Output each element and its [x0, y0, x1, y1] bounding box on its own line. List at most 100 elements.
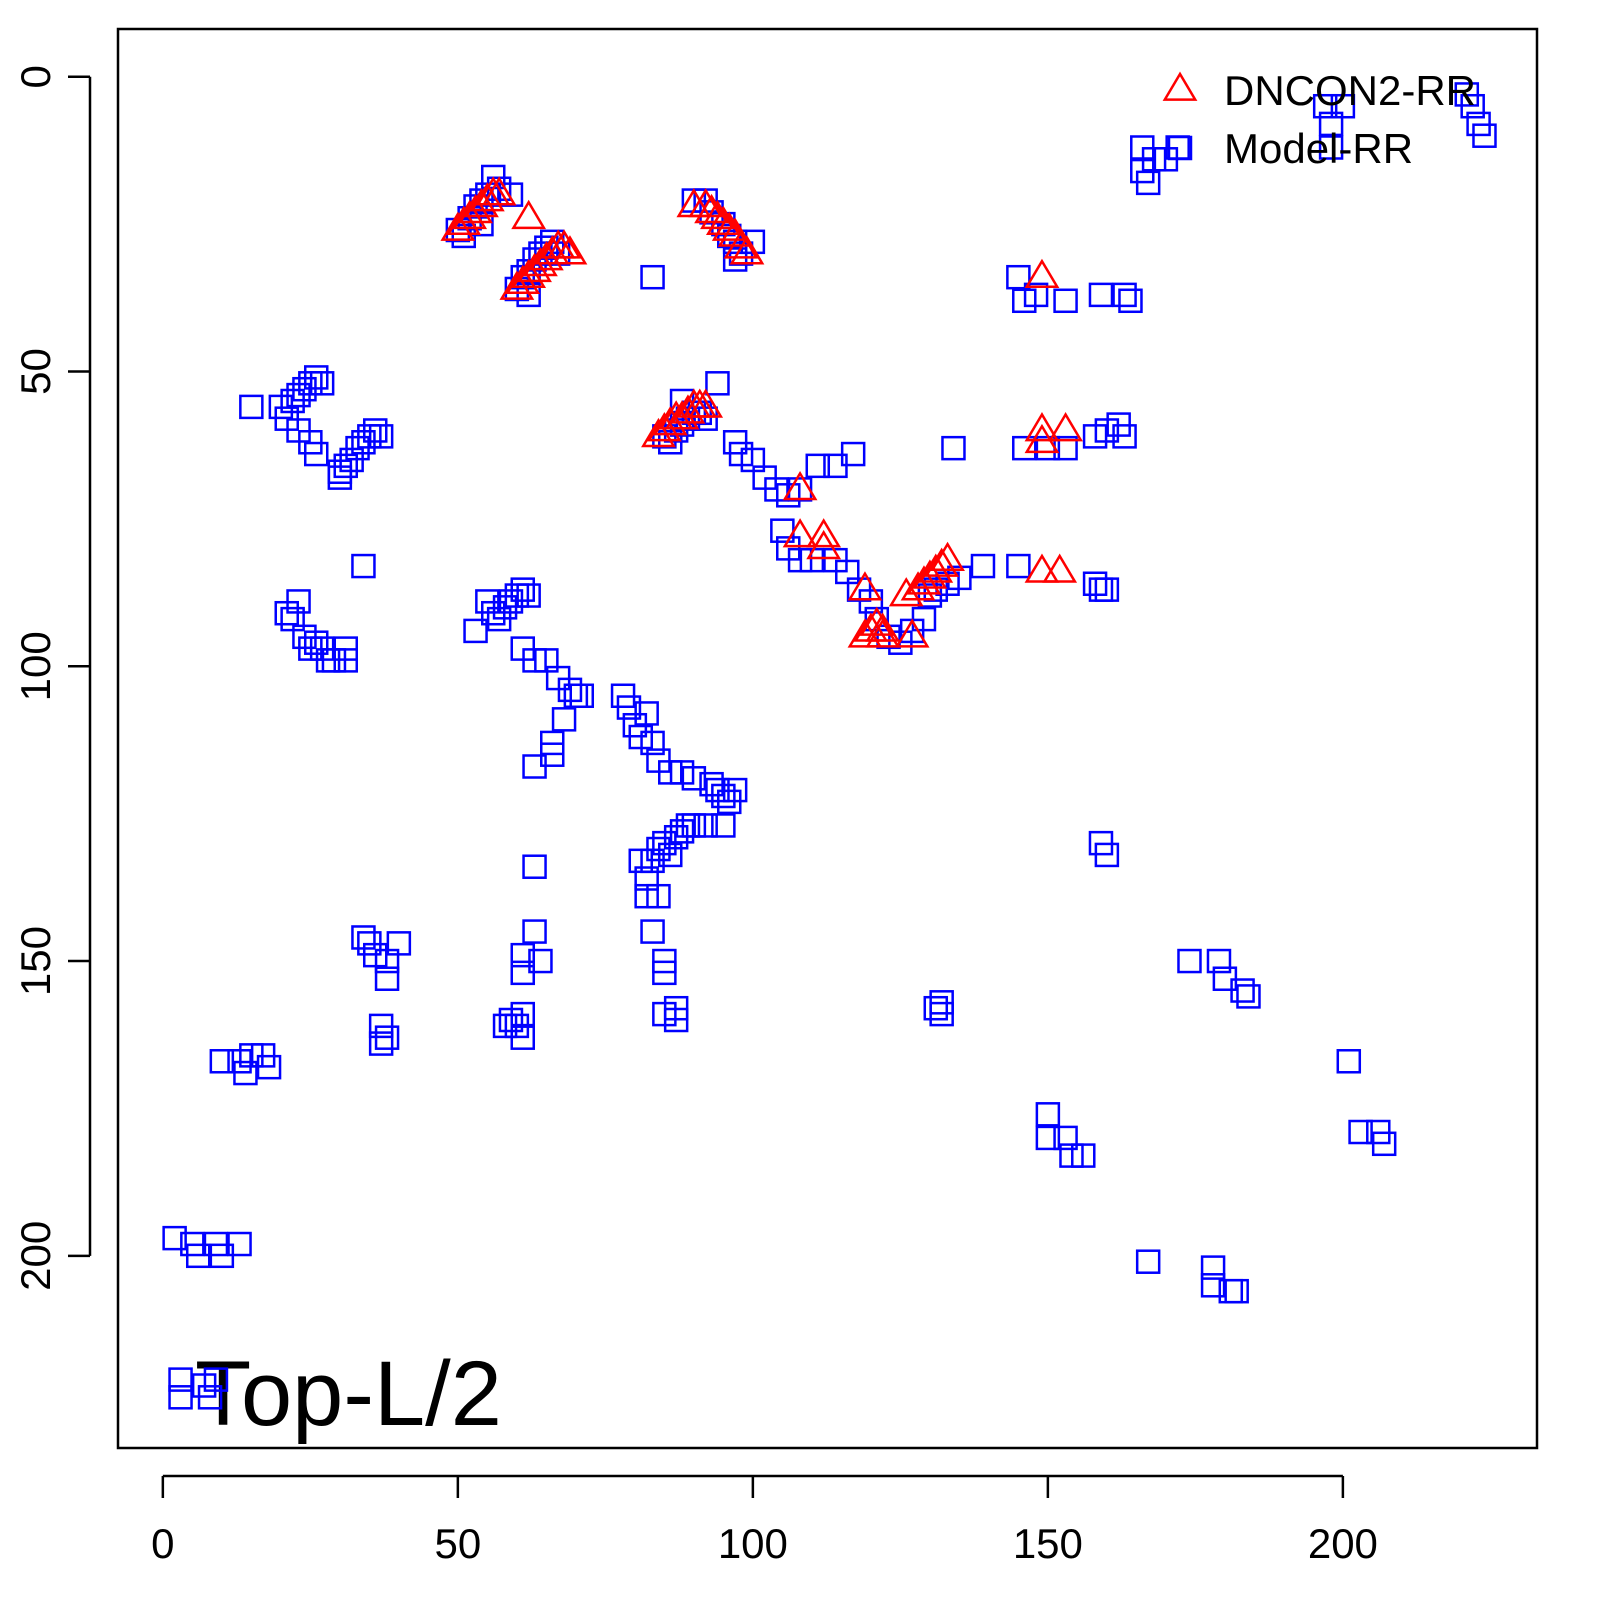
point — [658, 430, 683, 455]
point — [510, 1001, 536, 1027]
point — [840, 441, 866, 467]
point — [1330, 93, 1356, 119]
point — [1460, 93, 1485, 119]
point — [540, 742, 565, 767]
point — [481, 176, 517, 206]
point — [1318, 135, 1344, 160]
point — [1024, 258, 1060, 289]
point — [640, 264, 665, 290]
x-tick-label: 100 — [718, 1520, 788, 1567]
point — [1094, 842, 1120, 868]
point — [1224, 1278, 1249, 1304]
point — [197, 1385, 223, 1410]
point — [1024, 412, 1060, 442]
point — [569, 683, 595, 709]
point — [640, 730, 665, 756]
legend-label: DNCON2-RR — [1224, 67, 1476, 114]
point — [722, 777, 748, 803]
point — [362, 418, 388, 443]
point — [552, 235, 588, 265]
point — [646, 883, 671, 909]
point — [1112, 424, 1137, 449]
x-tick-label: 0 — [151, 1520, 174, 1567]
point — [368, 424, 394, 449]
annotation: Top-L/2 — [195, 1343, 502, 1445]
point — [1048, 412, 1083, 442]
point — [1348, 1119, 1373, 1145]
point — [782, 470, 818, 501]
point — [516, 583, 541, 608]
point — [1177, 948, 1202, 974]
point — [634, 701, 659, 726]
x-tick-label: 50 — [434, 1520, 481, 1567]
x-tick-label: 150 — [1013, 1520, 1083, 1567]
point — [1042, 553, 1078, 583]
point — [1200, 1255, 1226, 1280]
y-tick-label: 200 — [12, 1221, 59, 1291]
point — [658, 842, 683, 868]
point — [333, 636, 358, 661]
point — [303, 441, 329, 467]
point — [1336, 1049, 1362, 1074]
point — [351, 553, 376, 579]
point — [1035, 1102, 1061, 1127]
point — [510, 1025, 536, 1050]
point — [1006, 264, 1031, 290]
point — [522, 919, 547, 944]
point — [203, 1367, 229, 1392]
point — [693, 406, 718, 431]
point — [1135, 170, 1161, 196]
point — [498, 182, 524, 207]
point — [705, 371, 730, 396]
point — [1371, 1131, 1397, 1157]
point — [463, 618, 488, 644]
point — [162, 1225, 187, 1251]
point — [256, 1054, 282, 1080]
point — [1024, 553, 1060, 583]
legend-symbol — [1167, 135, 1193, 161]
point — [386, 931, 412, 956]
point — [700, 199, 735, 230]
point — [239, 394, 264, 420]
point — [528, 948, 553, 974]
point — [546, 229, 582, 259]
point — [805, 453, 831, 479]
point — [663, 1007, 689, 1033]
point — [858, 589, 884, 614]
point — [711, 211, 747, 241]
y-tick-label: 100 — [12, 631, 59, 701]
point — [374, 1025, 400, 1050]
point — [510, 942, 536, 968]
legend-label: Model-RR — [1224, 125, 1413, 172]
point — [1035, 1125, 1061, 1151]
y-tick-label: 0 — [12, 65, 59, 88]
point — [1006, 553, 1031, 579]
point — [1200, 1273, 1226, 1298]
point — [652, 960, 677, 986]
point — [168, 1367, 193, 1392]
point — [1094, 577, 1120, 602]
point — [374, 966, 400, 991]
point — [1236, 984, 1261, 1009]
point — [1135, 1249, 1161, 1274]
point — [469, 182, 505, 212]
point — [711, 813, 736, 838]
point — [694, 193, 729, 224]
point — [688, 388, 724, 418]
point — [534, 235, 570, 265]
point — [1312, 93, 1338, 119]
point — [286, 589, 311, 614]
point — [970, 553, 996, 579]
legend-symbol — [1162, 71, 1198, 101]
point — [723, 229, 759, 259]
point — [1053, 288, 1078, 314]
point — [924, 547, 960, 577]
point — [511, 199, 547, 230]
point — [522, 854, 547, 879]
plot-frame — [116, 27, 1539, 1450]
point — [929, 1001, 954, 1027]
point — [806, 518, 842, 548]
point — [688, 188, 724, 218]
point — [616, 695, 642, 720]
